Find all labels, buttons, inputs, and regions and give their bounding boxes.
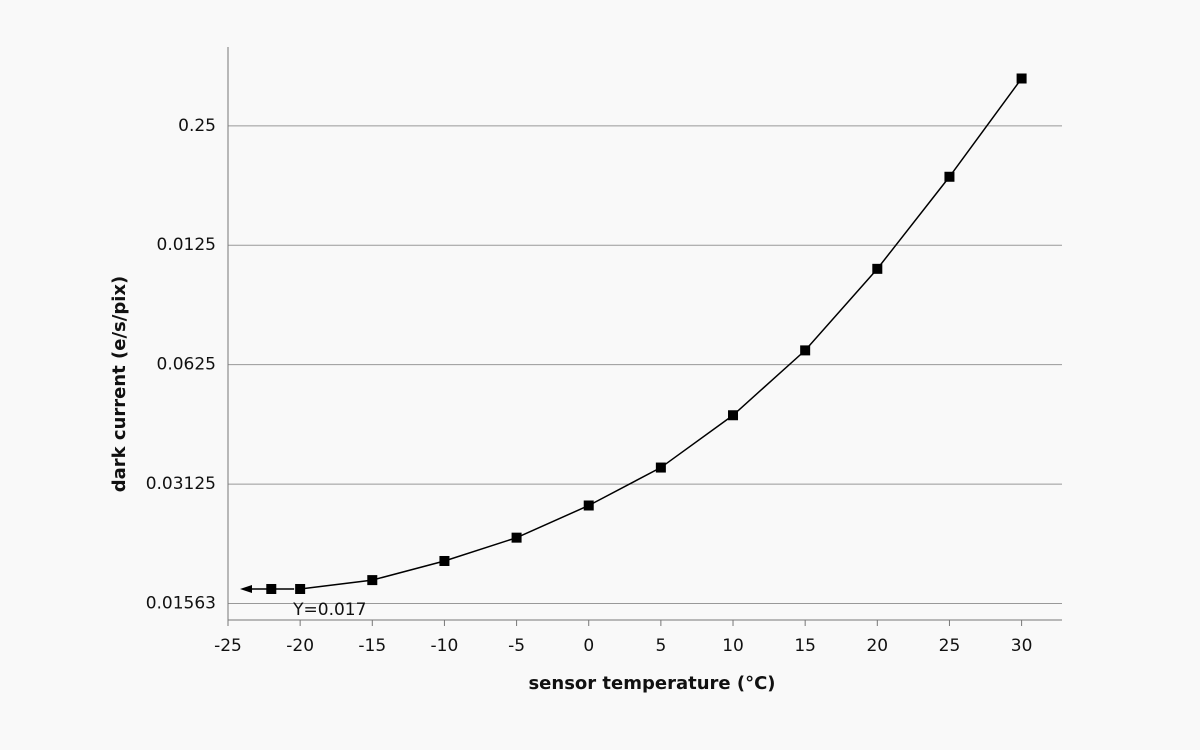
y-tick-label: 0.01563 — [146, 594, 216, 614]
y-axis-title: dark current (e/s/pix) — [109, 276, 130, 492]
x-tick-label: 25 — [939, 636, 961, 656]
marker — [367, 575, 378, 586]
marker — [655, 462, 666, 473]
y-tick-label: 0.0625 — [157, 355, 216, 375]
x-tick-label: 20 — [866, 636, 888, 656]
x-tick-label: -5 — [508, 636, 525, 656]
x-tick-label: -10 — [431, 636, 459, 656]
marker — [439, 555, 450, 566]
marker — [511, 532, 522, 543]
annotation-arrowhead — [240, 584, 252, 593]
annotation-text: Y=0.017 — [292, 600, 366, 620]
x-tick-label: 5 — [655, 636, 666, 656]
y-tick-label: 0.0125 — [157, 235, 216, 255]
x-tick-label: 10 — [722, 636, 744, 656]
marker — [944, 171, 955, 182]
x-tick-label: 30 — [1011, 636, 1033, 656]
line — [300, 78, 1023, 590]
x-tick-label: 15 — [794, 636, 816, 656]
marker — [800, 345, 811, 356]
x-tick-label: -25 — [214, 636, 242, 656]
marker — [583, 500, 594, 511]
annotation-marker — [266, 583, 277, 594]
x-tick-label: 0 — [583, 636, 594, 656]
y-tick-label: 0.03125 — [146, 474, 216, 494]
y-tick-label: 0.25 — [178, 116, 216, 136]
marker — [295, 583, 306, 594]
marker — [872, 263, 883, 274]
x-tick-label: -20 — [286, 636, 314, 656]
x-axis-title: sensor temperature (°C) — [528, 673, 775, 694]
marker — [728, 410, 739, 421]
x-tick-label: -15 — [358, 636, 386, 656]
marker — [1016, 73, 1027, 84]
